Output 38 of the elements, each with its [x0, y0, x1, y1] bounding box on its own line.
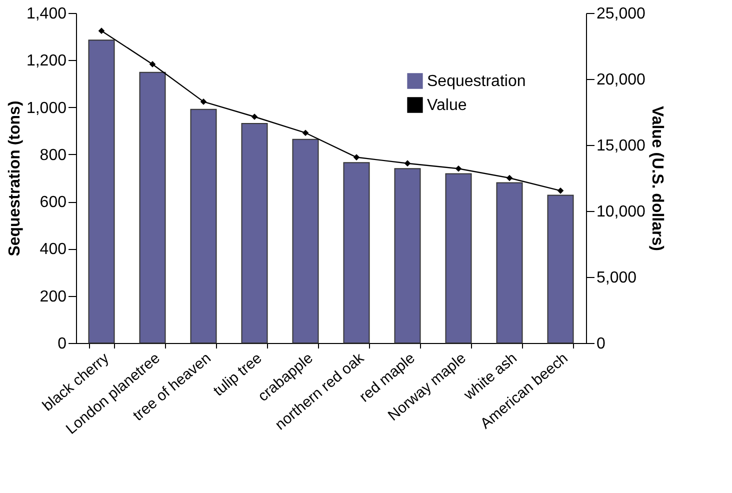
bar	[292, 138, 319, 344]
y-tick-label: 400	[40, 241, 67, 258]
bar	[445, 173, 472, 344]
point	[353, 154, 360, 160]
legend-label: Value	[427, 97, 467, 114]
bar	[139, 72, 166, 344]
y2-tick-label: 25,000	[596, 6, 646, 22]
bar	[496, 182, 523, 344]
bar	[241, 123, 268, 344]
legend-label: Sequestration	[427, 73, 526, 90]
y2-tick-label: 15,000	[596, 138, 646, 154]
y2-tick-label: 5,000	[596, 270, 637, 286]
y2-axis-title: Value (U.S. dollars)	[648, 106, 666, 251]
point	[302, 130, 309, 136]
y-tick-label: 600	[40, 194, 67, 212]
bar	[394, 168, 421, 344]
y-tick-label: 1,000	[26, 100, 67, 117]
point	[557, 188, 564, 194]
y-tick-label: 0	[58, 336, 67, 352]
point	[506, 174, 513, 182]
y-axis-title: Sequestration (tons)	[6, 100, 24, 256]
bar	[190, 108, 217, 344]
point	[98, 28, 105, 34]
point	[251, 114, 258, 120]
point	[455, 165, 462, 172]
y2-tick-label: 20,000	[596, 72, 646, 88]
bar	[547, 194, 574, 344]
bar	[88, 40, 115, 344]
y-tick-label: 200	[40, 288, 67, 306]
point	[200, 98, 207, 105]
y-tick-label: 800	[40, 146, 67, 164]
y-tick-label: 1,400	[26, 6, 67, 22]
y-tick-label: 1,200	[26, 52, 67, 70]
point	[404, 160, 411, 167]
bar	[343, 162, 370, 344]
y2-tick-label: 10,000	[596, 204, 646, 220]
y2-tick-label: 0	[596, 336, 606, 352]
point	[149, 61, 156, 68]
